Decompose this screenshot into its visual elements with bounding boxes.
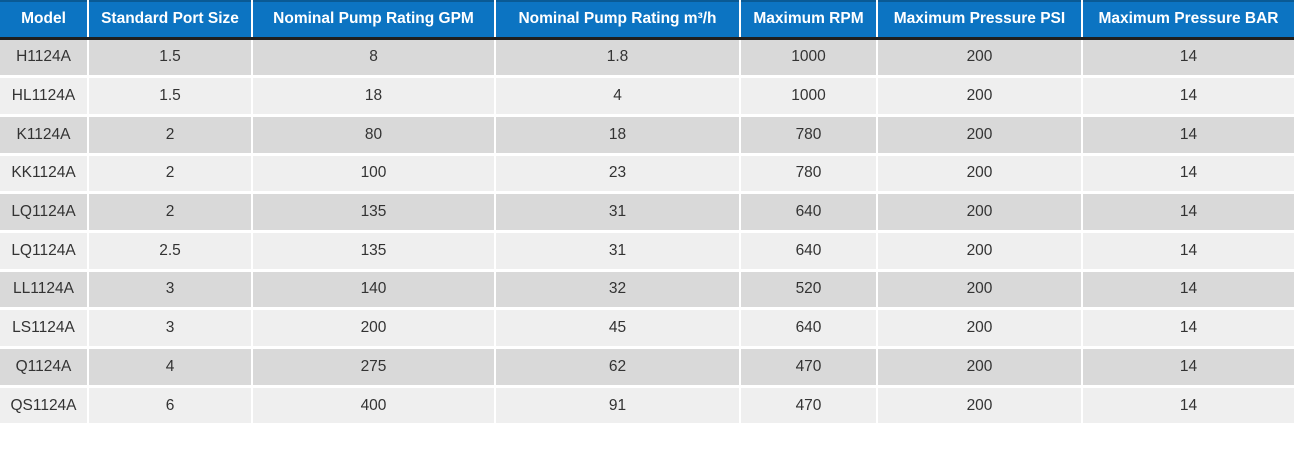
table-row: QS1124A 6 400 91 470 200 14 [0,386,1294,427]
cell-maximum-rpm: 470 [740,347,878,388]
cell-maximum-rpm: 470 [740,386,878,427]
cell-standard-port-size: 3 [88,270,253,311]
table-row: Q1124A 4 275 62 470 200 14 [0,347,1294,388]
cell-nominal-pump-rating-m3h: 18 [495,115,741,156]
column-header-nominal-pump-rating-m3h: Nominal Pump Rating m³/h [495,0,741,40]
cell-maximum-pressure-psi: 200 [877,38,1083,79]
cell-maximum-pressure-bar: 14 [1082,192,1294,233]
cell-nominal-pump-rating-gpm: 275 [252,347,496,388]
cell-nominal-pump-rating-m3h: 4 [495,76,741,117]
table-row: LQ1124A 2 135 31 640 200 14 [0,192,1294,233]
cell-model: LL1124A [0,270,89,311]
cell-nominal-pump-rating-m3h: 62 [495,347,741,388]
cell-standard-port-size: 1.5 [88,38,253,79]
cell-model: HL1124A [0,76,89,117]
table-row: H1124A 1.5 8 1.8 1000 200 14 [0,38,1294,79]
cell-model: H1124A [0,38,89,79]
pump-specification-table: Model Standard Port Size Nominal Pump Ra… [0,0,1294,427]
cell-maximum-pressure-psi: 200 [877,154,1083,195]
cell-maximum-pressure-bar: 14 [1082,231,1294,272]
cell-standard-port-size: 1.5 [88,76,253,117]
cell-maximum-pressure-psi: 200 [877,270,1083,311]
cell-nominal-pump-rating-gpm: 18 [252,76,496,117]
cell-maximum-pressure-bar: 14 [1082,386,1294,427]
cell-nominal-pump-rating-gpm: 80 [252,115,496,156]
cell-nominal-pump-rating-m3h: 91 [495,386,741,427]
cell-maximum-rpm: 780 [740,154,878,195]
column-header-model: Model [0,0,89,40]
cell-maximum-pressure-psi: 200 [877,386,1083,427]
cell-nominal-pump-rating-m3h: 32 [495,270,741,311]
table-row: LQ1124A 2.5 135 31 640 200 14 [0,231,1294,272]
cell-maximum-pressure-psi: 200 [877,231,1083,272]
cell-maximum-rpm: 640 [740,192,878,233]
cell-nominal-pump-rating-gpm: 100 [252,154,496,195]
cell-model: QS1124A [0,386,89,427]
cell-nominal-pump-rating-gpm: 135 [252,192,496,233]
cell-nominal-pump-rating-gpm: 8 [252,38,496,79]
cell-model: LQ1124A [0,192,89,233]
cell-maximum-pressure-bar: 14 [1082,308,1294,349]
cell-maximum-pressure-bar: 14 [1082,76,1294,117]
cell-maximum-rpm: 640 [740,231,878,272]
cell-standard-port-size: 2.5 [88,231,253,272]
column-header-nominal-pump-rating-gpm: Nominal Pump Rating GPM [252,0,496,40]
cell-nominal-pump-rating-m3h: 23 [495,154,741,195]
column-header-maximum-pressure-psi: Maximum Pressure PSI [877,0,1083,40]
cell-nominal-pump-rating-m3h: 45 [495,308,741,349]
cell-nominal-pump-rating-gpm: 400 [252,386,496,427]
table-header: Model Standard Port Size Nominal Pump Ra… [0,0,1294,40]
table-row: K1124A 2 80 18 780 200 14 [0,115,1294,156]
cell-nominal-pump-rating-m3h: 31 [495,192,741,233]
cell-maximum-rpm: 640 [740,308,878,349]
cell-standard-port-size: 2 [88,192,253,233]
cell-nominal-pump-rating-m3h: 31 [495,231,741,272]
header-row: Model Standard Port Size Nominal Pump Ra… [0,0,1294,40]
cell-maximum-pressure-psi: 200 [877,308,1083,349]
table-row: LS1124A 3 200 45 640 200 14 [0,308,1294,349]
cell-maximum-pressure-bar: 14 [1082,115,1294,156]
cell-standard-port-size: 6 [88,386,253,427]
table-row: LL1124A 3 140 32 520 200 14 [0,270,1294,311]
cell-nominal-pump-rating-gpm: 135 [252,231,496,272]
cell-maximum-pressure-bar: 14 [1082,347,1294,388]
cell-nominal-pump-rating-gpm: 200 [252,308,496,349]
table-row: HL1124A 1.5 18 4 1000 200 14 [0,76,1294,117]
table-body: H1124A 1.5 8 1.8 1000 200 14 HL1124A 1.5… [0,38,1294,427]
cell-maximum-pressure-psi: 200 [877,76,1083,117]
column-header-maximum-pressure-bar: Maximum Pressure BAR [1082,0,1294,40]
pump-specification-table-container: Model Standard Port Size Nominal Pump Ra… [0,0,1294,427]
cell-maximum-pressure-bar: 14 [1082,270,1294,311]
cell-standard-port-size: 3 [88,308,253,349]
cell-standard-port-size: 4 [88,347,253,388]
cell-maximum-pressure-bar: 14 [1082,38,1294,79]
cell-maximum-rpm: 1000 [740,38,878,79]
cell-maximum-rpm: 780 [740,115,878,156]
cell-maximum-pressure-psi: 200 [877,192,1083,233]
cell-maximum-pressure-psi: 200 [877,347,1083,388]
cell-model: LS1124A [0,308,89,349]
table-row: KK1124A 2 100 23 780 200 14 [0,154,1294,195]
cell-maximum-rpm: 1000 [740,76,878,117]
column-header-maximum-rpm: Maximum RPM [740,0,878,40]
cell-nominal-pump-rating-m3h: 1.8 [495,38,741,79]
cell-nominal-pump-rating-gpm: 140 [252,270,496,311]
cell-model: LQ1124A [0,231,89,272]
cell-model: Q1124A [0,347,89,388]
cell-maximum-pressure-psi: 200 [877,115,1083,156]
cell-standard-port-size: 2 [88,154,253,195]
cell-model: KK1124A [0,154,89,195]
cell-maximum-rpm: 520 [740,270,878,311]
cell-model: K1124A [0,115,89,156]
cell-maximum-pressure-bar: 14 [1082,154,1294,195]
cell-standard-port-size: 2 [88,115,253,156]
column-header-standard-port-size: Standard Port Size [88,0,253,40]
